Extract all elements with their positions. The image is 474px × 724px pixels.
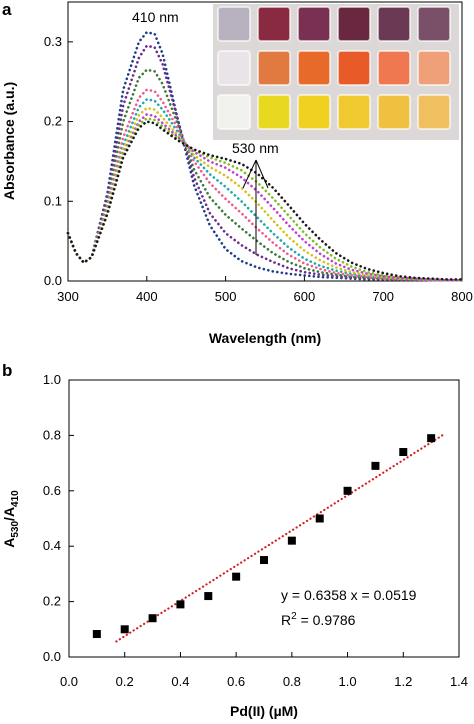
peak-label-410: 410 nm	[132, 9, 179, 25]
cuvette-1-4	[377, 50, 411, 86]
panel-a-ylabel: Absorbance (a.u.)	[1, 82, 17, 200]
cuvette-0-4	[377, 6, 411, 42]
cuvette-2-2	[297, 94, 331, 130]
data-point	[260, 556, 268, 565]
panel-a-chart: 300 400 500 600 700 800 0.0 0.1 0.2 0.3 410 nm 53…	[1, 1, 473, 346]
b-xtick-label: 0.4	[171, 674, 189, 689]
panel-b-xlabel: Pd(II) (µM)	[230, 703, 298, 719]
panel-a-plot-frame	[67, 1, 463, 282]
a-xtick-label: 400	[136, 289, 158, 304]
panel-b-ylabel: A530/A410	[1, 490, 21, 548]
data-point	[204, 592, 213, 601]
a-xtick-label: 800	[451, 289, 473, 304]
cuvette-1-5	[417, 50, 451, 86]
data-point	[371, 461, 380, 470]
cuvette-1-3	[337, 50, 371, 86]
data-point	[148, 614, 157, 623]
spectrum-series-8	[66, 117, 464, 282]
data-point	[232, 572, 241, 581]
fit-line	[115, 432, 447, 643]
b-xtick-label: 1.2	[394, 674, 412, 689]
panel-b-chart: 0.0 0.2 0.4 0.6 0.8 1.0 1.2 1.4 0.0 0.2 0.4 0.6 0.8 1…	[1, 372, 468, 719]
cuvette-1-1	[257, 50, 291, 86]
b-xtick-label: 0.2	[116, 674, 134, 689]
b-xtick-label: 1.0	[339, 674, 357, 689]
peak-label-530: 530 nm	[232, 140, 279, 156]
cuvette-0-0	[217, 6, 251, 42]
a-ytick-label: 0.2	[44, 114, 62, 129]
panel-a-xlabel: Wavelength (nm)	[209, 330, 321, 346]
data-point	[399, 448, 408, 457]
data-point	[287, 536, 296, 545]
panel-a-letter: a	[2, 0, 12, 19]
fit-equation: y = 0.6358 x = 0.0519	[281, 587, 417, 603]
spectrum-series-3	[66, 68, 464, 282]
cuvette-2-4	[377, 94, 411, 130]
b-ytick-label: 0.8	[43, 427, 61, 442]
panel-b-points	[92, 434, 436, 639]
a-xtick-label: 600	[294, 289, 316, 304]
a-xtick-label: 300	[57, 289, 79, 304]
cuvette-0-5	[417, 6, 451, 42]
b-xtick-label: 1.4	[450, 674, 468, 689]
cuvette-1-2	[297, 50, 331, 86]
a-ytick-label: 0.1	[44, 193, 62, 208]
r2-value: = 0.9786	[297, 612, 356, 628]
b-ytick-label: 1.0	[43, 372, 61, 387]
ylabel-a: A	[1, 538, 17, 548]
data-point	[343, 486, 352, 495]
cuvette-0-3	[337, 6, 371, 42]
spectrum-series-7	[66, 112, 464, 282]
b-ytick-label: 0.6	[43, 483, 61, 498]
panel-b-fit	[115, 432, 447, 643]
data-point	[120, 625, 129, 634]
spectrum-series-6	[66, 106, 464, 282]
data-point	[315, 514, 324, 523]
a-xtick-label: 700	[372, 289, 394, 304]
data-point	[92, 630, 101, 639]
inset-photo	[213, 4, 459, 140]
panel-a-series-group	[66, 30, 464, 282]
r2-superscript: 2	[291, 611, 297, 622]
a-xtick-label: 500	[215, 289, 237, 304]
b-xtick-label: 0.0	[60, 674, 78, 689]
spectrum-series-4	[66, 88, 464, 282]
panel-b-axes: 0.0 0.2 0.4 0.6 0.8 1.0 1.2 1.4 0.0 0.2 0.4 0.6 0.8 1…	[43, 372, 468, 689]
data-point	[427, 434, 436, 443]
b-ytick-label: 0.0	[43, 649, 61, 664]
cuvette-0-2	[297, 6, 331, 42]
b-ytick-label: 0.4	[43, 538, 61, 553]
ylabel-slash-a: /A	[1, 507, 17, 521]
r2-prefix: R	[281, 612, 291, 628]
panel-a-axes: 300 400 500 600 700 800 0.0 0.1 0.2 0.3	[44, 34, 473, 304]
ylabel-sub-410: 410	[10, 490, 21, 507]
a-ytick-label: 0.3	[44, 34, 62, 49]
cuvette-0-1	[257, 6, 291, 42]
cuvette-1-0	[217, 50, 251, 86]
cuvette-2-3	[337, 94, 371, 130]
spectrum-series-9	[66, 120, 464, 281]
panel-b-plot-frame	[68, 379, 460, 658]
b-xtick-label: 0.8	[283, 674, 301, 689]
ylabel-sub-530: 530	[10, 521, 21, 538]
b-xtick-label: 0.6	[227, 674, 245, 689]
b-ytick-label: 0.2	[43, 594, 61, 609]
peak-arrows	[242, 159, 269, 255]
a-ytick-label: 0.0	[44, 273, 62, 288]
fit-r2: R2 = 0.9786	[281, 611, 356, 628]
cuvette-2-0	[217, 94, 251, 130]
panel-b-letter: b	[2, 361, 12, 380]
cuvette-2-5	[417, 94, 451, 130]
data-point	[176, 600, 185, 609]
cuvette-2-1	[257, 94, 291, 130]
